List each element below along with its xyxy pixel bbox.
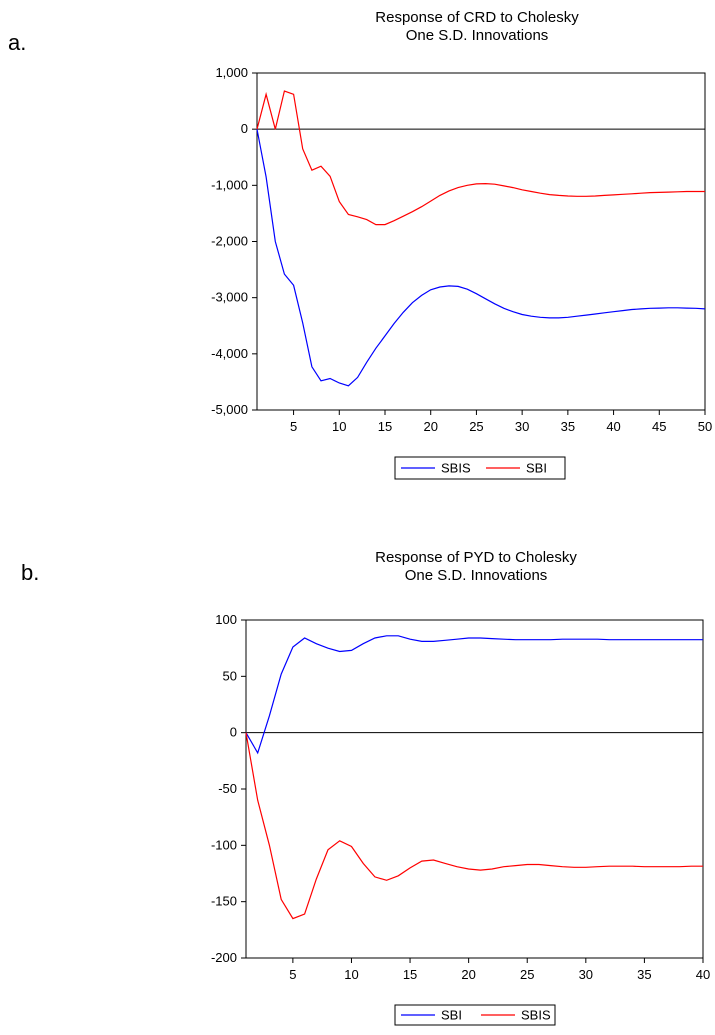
y-tick-label: -1,000: [211, 177, 248, 192]
legend-box: [394, 1004, 556, 1026]
chart-b-title: Response of PYD to Cholesky One S.D. Inn…: [296, 549, 656, 585]
panel-b-label: b.: [21, 560, 40, 585]
x-tick-label: 25: [469, 419, 483, 434]
y-tick-label: 1,000: [215, 65, 248, 80]
y-tick-label: 0: [230, 725, 237, 740]
x-tick-label: 35: [637, 967, 651, 982]
chart-b-title-line1: Response of PYD to Cholesky: [375, 549, 577, 566]
chart-b-title-line2: One S.D. Innovations: [404, 567, 548, 584]
y-tick-label: -2,000: [211, 234, 248, 249]
y-tick-label: -100: [211, 837, 237, 852]
x-tick-label: 25: [520, 967, 534, 982]
chart-a-title-line1: Response of CRD to Cholesky: [375, 9, 579, 26]
y-tick-label: -150: [211, 894, 237, 909]
y-tick-label: -5,000: [211, 402, 248, 417]
legend-label-sbis: SBIS: [441, 461, 471, 476]
legend-label-sbi: SBI: [441, 1008, 462, 1023]
x-tick-label: 30: [579, 967, 593, 982]
panel-a-label: a.: [8, 30, 27, 55]
y-tick-label: -200: [211, 950, 237, 965]
x-tick-label: 5: [289, 967, 296, 982]
y-tick-label: 50: [223, 668, 237, 683]
chart-a: 1,000 0 -1,000 -2,000 -3,000 -4,000 -5,000 5 10 1…: [211, 65, 712, 480]
legend: SBI SBIS: [394, 1004, 556, 1026]
legend-box: [394, 456, 566, 480]
series-line-sbis: [256, 129, 706, 387]
x-tick-label: 35: [561, 419, 575, 434]
x-tick-label: 30: [515, 419, 529, 434]
x-tick-label: 50: [698, 419, 712, 434]
plot-frame: [256, 72, 706, 411]
series-line-sbis: [245, 732, 703, 920]
x-tick-label: 20: [461, 967, 475, 982]
legend: SBIS SBI: [394, 456, 566, 480]
x-tick-label: 5: [290, 419, 297, 434]
x-tick-label: 10: [332, 419, 346, 434]
chart-a-title-line2: One S.D. Innovations: [405, 27, 549, 44]
x-tick-label: 40: [696, 967, 710, 982]
x-tick-label: 15: [378, 419, 392, 434]
x-tick-label: 45: [652, 419, 666, 434]
x-tick-label: 10: [344, 967, 358, 982]
x-tick-label: 15: [403, 967, 417, 982]
y-tick-label: -3,000: [211, 290, 248, 305]
y-tick-label: -50: [218, 781, 237, 796]
legend-label-sbi: SBI: [526, 461, 547, 476]
y-tick-label: -4,000: [211, 346, 248, 361]
series-line-sbi: [256, 90, 705, 226]
y-tick-label: 100: [215, 612, 237, 627]
plot-frame: [245, 619, 704, 959]
series-line-sbi: [245, 635, 703, 755]
x-tick-label: 20: [423, 419, 437, 434]
chart-a-title: Response of CRD to Cholesky One S.D. Inn…: [297, 9, 657, 45]
legend-label-sbis: SBIS: [521, 1008, 551, 1023]
y-tick-label: 0: [241, 121, 248, 136]
x-tick-label: 40: [606, 419, 620, 434]
